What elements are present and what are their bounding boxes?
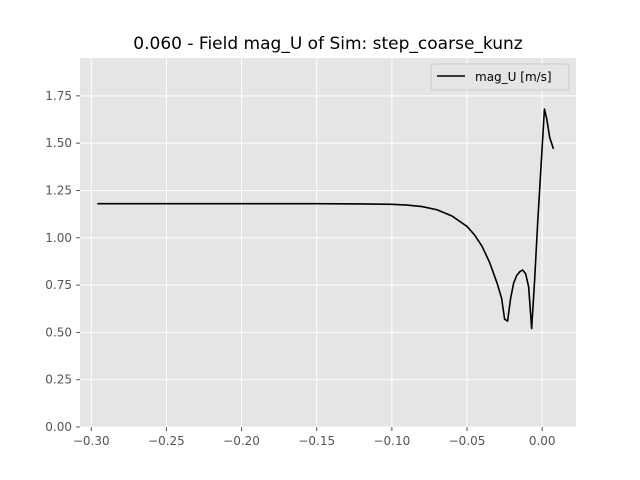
legend-box <box>430 63 570 91</box>
y-tick-label: 1.25 <box>45 183 72 197</box>
y-axis: 0.00 0.25 0.50 0.75 1.00 1.25 1.50 1.75 <box>45 89 80 434</box>
x-axis: −0.30 −0.25 −0.20 −0.15 −0.10 −0.05 0.00 <box>73 427 556 448</box>
plot-area <box>80 58 576 427</box>
x-tick-label: −0.10 <box>373 434 410 448</box>
x-tick-label: 0.00 <box>529 434 556 448</box>
x-tick-label: −0.05 <box>449 434 486 448</box>
y-tick-label: 0.50 <box>45 325 72 339</box>
legend-label: mag_U [m/s] <box>475 70 552 84</box>
x-tick-label: −0.25 <box>148 434 185 448</box>
y-tick-label: 0.25 <box>45 373 72 387</box>
y-tick-label: 1.50 <box>45 136 72 150</box>
x-tick-label: −0.20 <box>223 434 260 448</box>
grid-lines <box>80 58 576 428</box>
x-tick-label: −0.30 <box>73 434 110 448</box>
y-tick-label: 1.75 <box>45 89 72 103</box>
y-tick-label: 0.75 <box>45 278 72 292</box>
y-tick-label: 1.00 <box>45 231 72 245</box>
x-tick-label: −0.15 <box>298 434 335 448</box>
y-tick-label: 0.00 <box>45 420 72 434</box>
chart-title: 0.060 - Field mag_U of Sim: step_coarse_… <box>133 34 522 54</box>
series-group <box>97 108 555 330</box>
series-line <box>97 108 555 330</box>
legend: mag_U [m/s] <box>430 63 570 91</box>
